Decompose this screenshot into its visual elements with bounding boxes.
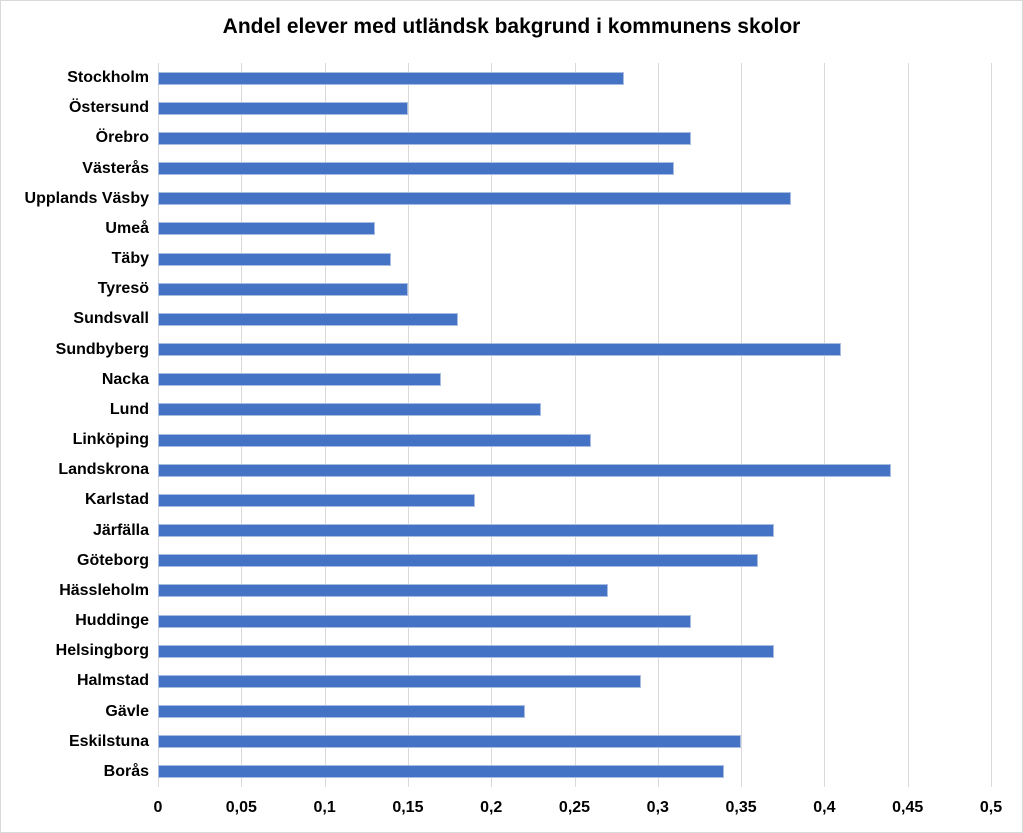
category-label: Helsingborg — [55, 642, 149, 660]
bar — [158, 614, 691, 628]
category-label: Örebro — [95, 129, 149, 147]
bar — [158, 674, 641, 688]
gridline — [241, 63, 243, 787]
bar — [158, 584, 608, 598]
bar — [158, 403, 541, 417]
x-tick-label: 0,15 — [392, 799, 424, 816]
bar — [158, 343, 841, 357]
x-tick-label: 0,45 — [892, 799, 924, 816]
bar — [158, 71, 624, 85]
category-label: Borås — [103, 762, 149, 780]
category-label: Landskrona — [58, 461, 149, 479]
x-tick-label: 0 — [153, 799, 163, 816]
gridline — [991, 63, 992, 787]
x-tick-label: 0,25 — [558, 799, 591, 816]
category-label: Upplands Väsby — [24, 189, 149, 207]
category-label: Västerås — [82, 159, 149, 177]
bar — [158, 493, 475, 507]
gridline — [491, 63, 493, 787]
gridline — [574, 63, 576, 787]
gridline — [657, 63, 659, 787]
bar — [158, 222, 375, 236]
bar — [158, 101, 408, 115]
chart-title: Andel elever med utländsk bakgrund i kom… — [222, 15, 801, 38]
bar — [158, 282, 408, 296]
gridline — [324, 63, 326, 787]
category-label: Sundbyberg — [55, 340, 149, 358]
plot-area — [158, 63, 992, 787]
category-label: Halmstad — [76, 672, 149, 690]
x-tick-label: 0,35 — [725, 799, 757, 816]
bar — [158, 644, 774, 658]
gridline — [407, 63, 409, 787]
x-tick-label: 0,05 — [225, 799, 257, 816]
category-label: Järfälla — [92, 521, 149, 539]
bar — [158, 554, 758, 568]
gridline — [158, 63, 159, 787]
bar — [158, 705, 525, 719]
category-label: Täby — [111, 250, 149, 267]
gridline — [824, 63, 826, 787]
category-label: Lund — [109, 400, 149, 418]
bar — [158, 252, 391, 266]
category-label: Linköping — [72, 431, 149, 448]
category-label: Gävle — [105, 702, 149, 720]
category-label: Eskilstuna — [68, 732, 149, 750]
bar — [158, 524, 774, 538]
bar — [158, 162, 674, 176]
category-label: Tyresö — [97, 280, 149, 298]
bar — [158, 192, 791, 206]
category-label: Hässleholm — [59, 581, 149, 599]
bar — [158, 463, 891, 477]
category-label: Karlstad — [84, 491, 149, 509]
category-label: Östersund — [68, 99, 149, 117]
gridline — [907, 63, 909, 787]
bar — [158, 312, 458, 326]
category-label: Sundsvall — [73, 310, 149, 328]
bar — [158, 131, 691, 145]
bar — [158, 433, 591, 447]
category-label: Göteborg — [77, 551, 149, 569]
x-tick-label: 0,3 — [646, 799, 669, 816]
x-tick-label: 0,4 — [813, 799, 836, 816]
category-label: Huddinge — [75, 612, 149, 629]
bar — [158, 373, 441, 387]
x-tick-label: 0,2 — [480, 799, 503, 816]
x-tick-label: 0,5 — [979, 799, 1003, 816]
bar — [158, 735, 741, 749]
x-tick-label: 0,1 — [313, 799, 336, 816]
gridline — [741, 63, 743, 787]
category-label: Nacka — [101, 370, 149, 388]
category-label: Umeå — [105, 219, 149, 237]
category-label: Stockholm — [67, 69, 149, 86]
bar — [158, 765, 724, 779]
